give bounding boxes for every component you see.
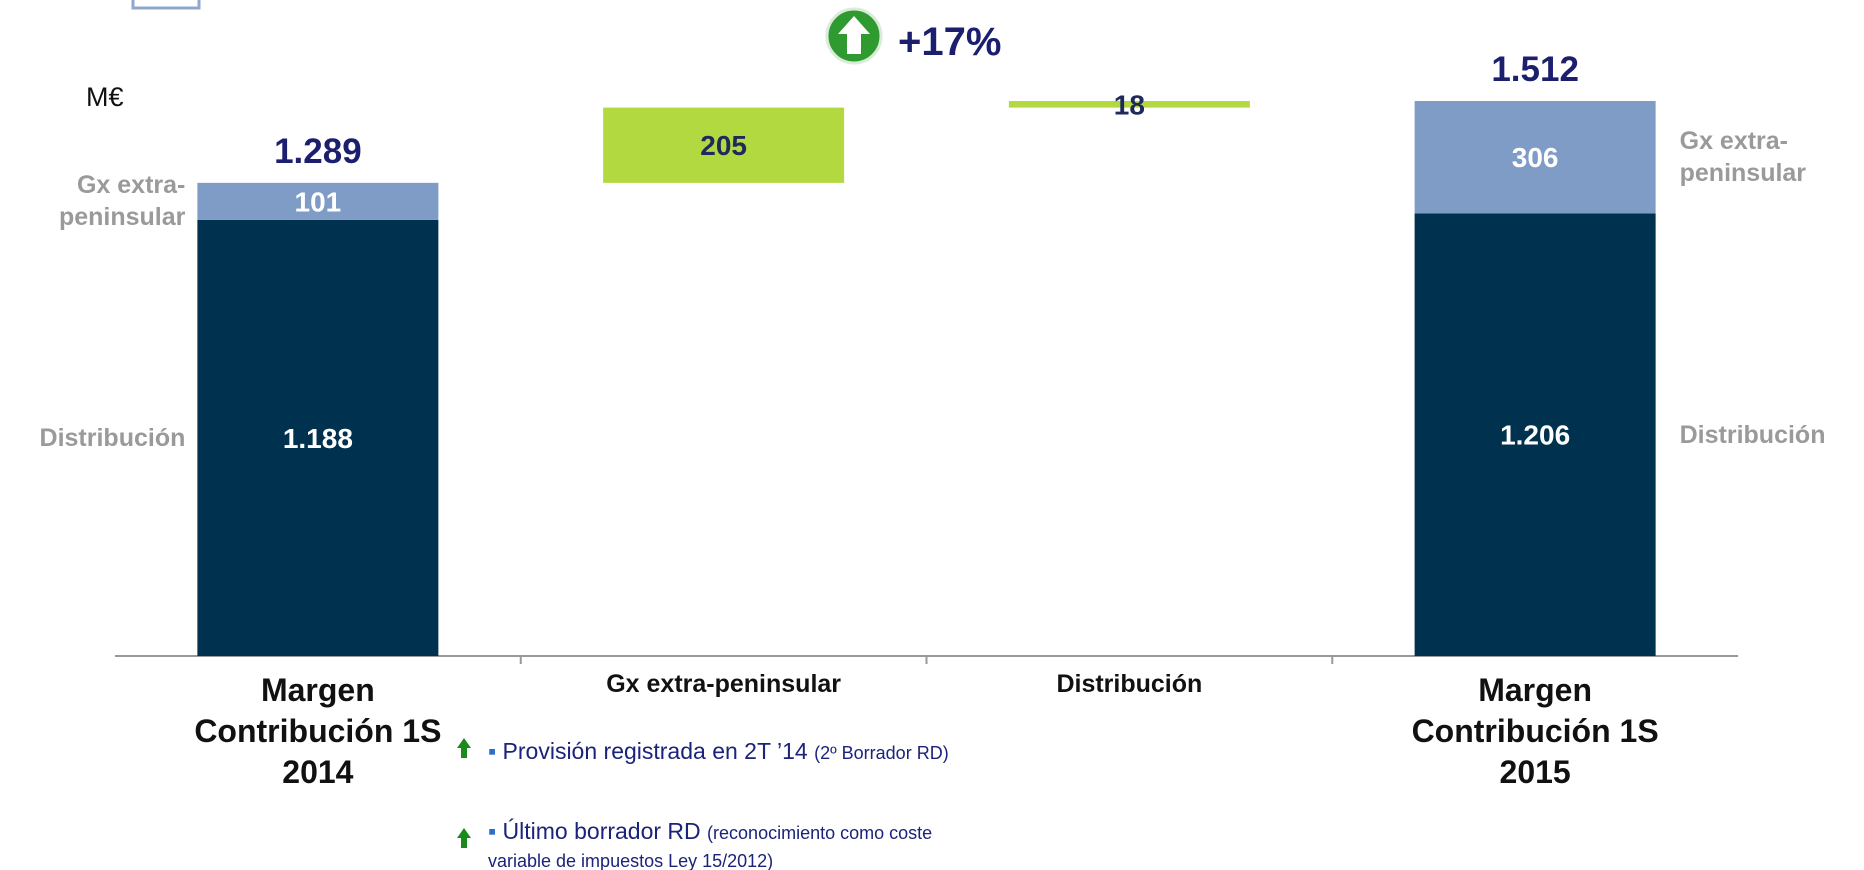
note: ▪ Provisión registrada en 2T ’14 (2º Bor… bbox=[488, 738, 949, 764]
x-tick-label: Margen Contribución 1S 2015 bbox=[1411, 672, 1659, 790]
bar-segment bbox=[197, 182, 439, 220]
step-bar bbox=[603, 107, 845, 183]
note: ▪ Último borrador RD (reconocimiento com… bbox=[488, 818, 933, 870]
annotation: +17% bbox=[898, 20, 1002, 64]
series-label: Gx extra-peninsular bbox=[58, 171, 186, 232]
note-arrow bbox=[457, 828, 471, 848]
value-label: 1.188 bbox=[283, 423, 353, 454]
bar-segment bbox=[1414, 213, 1656, 657]
value-label: 306 bbox=[1512, 142, 1559, 173]
note-arrow bbox=[457, 738, 471, 758]
bar-segment bbox=[1414, 101, 1656, 214]
up-arrow bbox=[838, 16, 870, 54]
series-label: Distribución bbox=[39, 423, 186, 452]
unit-label: M€ bbox=[86, 82, 124, 112]
value-label: 101 bbox=[295, 186, 342, 217]
value-label: 1.206 bbox=[1500, 420, 1570, 451]
value-label: 18 bbox=[1114, 89, 1145, 120]
note-text: Último borrador RD bbox=[502, 818, 701, 844]
icon bbox=[131, 0, 201, 10]
note-text: Provisión registrada en 2T ’14 bbox=[502, 738, 808, 764]
step-bar bbox=[1008, 101, 1250, 108]
x-tick-label: Gx extra-peninsular bbox=[606, 670, 842, 698]
note-detail: (reconocimiento como coste variable de i… bbox=[488, 823, 933, 870]
note-detail: (2º Borrador RD) bbox=[814, 743, 949, 763]
series-label: Gx extra-peninsular bbox=[1679, 127, 1807, 188]
value-label: 205 bbox=[700, 130, 747, 161]
bar-segment bbox=[197, 219, 439, 656]
series-label: Distribución bbox=[1679, 420, 1826, 449]
x-tick-label: Distribución bbox=[1056, 670, 1203, 698]
x-tick-label: Margen Contribución 1S 2014 bbox=[194, 672, 442, 790]
total-label: 1.512 bbox=[1491, 50, 1579, 89]
total-label: 1.289 bbox=[274, 132, 362, 171]
